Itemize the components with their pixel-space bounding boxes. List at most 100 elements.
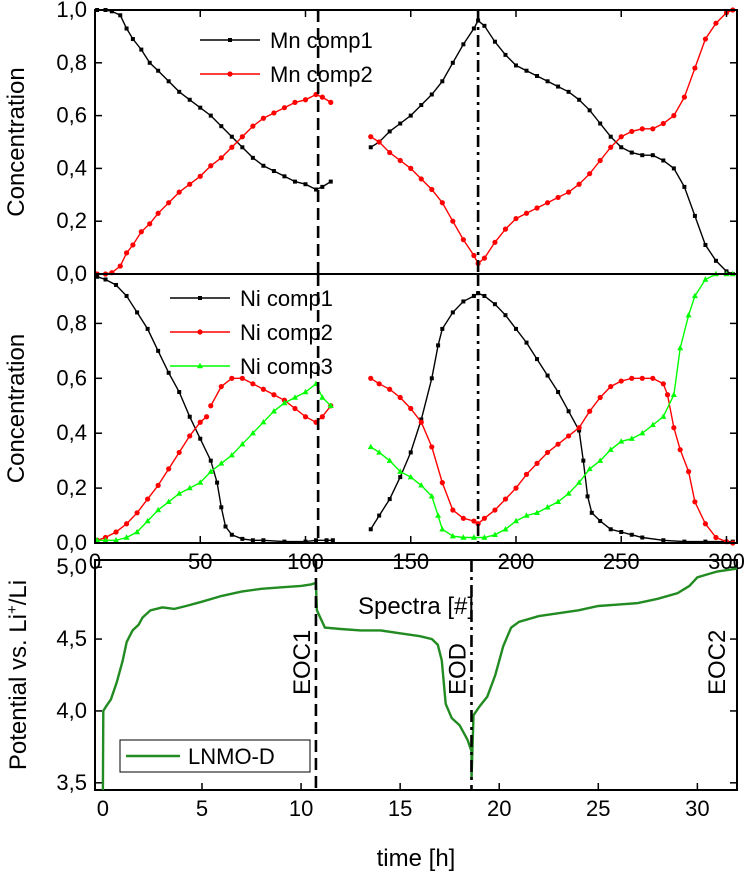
data-point xyxy=(319,94,325,100)
spectra-frame xyxy=(94,9,738,544)
data-point xyxy=(145,496,151,502)
data-point xyxy=(576,181,582,187)
data-point xyxy=(328,179,333,184)
data-point xyxy=(186,484,193,491)
data-point xyxy=(166,200,172,206)
data-point xyxy=(155,210,161,216)
data-point xyxy=(328,99,334,105)
series-line xyxy=(96,276,333,543)
data-point xyxy=(587,171,593,177)
data-point xyxy=(319,394,326,400)
data-point xyxy=(470,534,477,540)
y-tick-label: 3,5 xyxy=(56,770,87,795)
data-point xyxy=(219,124,224,129)
data-point xyxy=(619,145,624,150)
data-point xyxy=(123,534,130,540)
data-point xyxy=(271,110,277,116)
data-point xyxy=(461,42,466,47)
y-axis-label: Potential vs. Li+/Li xyxy=(4,580,32,770)
data-point xyxy=(282,174,287,179)
data-point xyxy=(260,115,266,121)
series-mn-comp2 xyxy=(94,7,736,277)
data-point xyxy=(436,343,441,348)
data-point xyxy=(702,276,709,282)
data-point xyxy=(291,394,298,400)
data-point xyxy=(492,302,497,307)
data-point xyxy=(327,402,334,408)
data-point xyxy=(577,97,582,102)
series-ni-comp1 xyxy=(95,274,735,544)
data-point xyxy=(165,498,172,505)
data-point xyxy=(545,373,550,378)
x-tick-label: 5 xyxy=(196,796,208,821)
data-point xyxy=(208,403,214,409)
x-tick-label: 30 xyxy=(685,796,709,821)
data-point xyxy=(387,149,393,156)
data-point xyxy=(597,394,603,401)
data-point xyxy=(203,414,210,420)
data-point xyxy=(502,226,509,232)
x-tick-label: 200 xyxy=(498,549,535,574)
y-tick-label: 0,8 xyxy=(56,310,87,335)
data-point xyxy=(482,293,487,298)
data-point xyxy=(302,414,309,420)
data-point xyxy=(261,163,266,168)
data-point xyxy=(429,186,435,193)
data-point xyxy=(449,532,456,539)
data-point xyxy=(660,381,666,387)
data-point xyxy=(187,433,193,439)
data-point xyxy=(176,490,183,496)
data-point xyxy=(207,468,214,474)
data-point xyxy=(302,97,309,103)
data-point xyxy=(177,390,182,395)
data-point xyxy=(144,517,151,524)
data-point xyxy=(281,399,288,406)
data-point xyxy=(685,469,692,475)
data-point xyxy=(450,507,456,513)
data-point xyxy=(681,94,687,100)
data-point xyxy=(671,113,677,119)
data-point xyxy=(492,239,498,245)
series-line xyxy=(210,377,332,424)
data-point xyxy=(166,370,171,375)
data-point xyxy=(270,408,277,414)
data-point xyxy=(482,23,487,28)
data-point xyxy=(229,532,234,537)
data-point xyxy=(187,181,193,187)
data-point xyxy=(250,123,256,129)
data-point xyxy=(481,534,488,540)
data-point xyxy=(398,121,403,126)
data-point xyxy=(387,129,392,134)
data-point xyxy=(260,386,266,392)
data-point xyxy=(544,200,551,206)
data-point xyxy=(713,20,719,26)
data-point xyxy=(197,173,203,179)
y-tick-label: 0,4 xyxy=(56,155,87,180)
data-point xyxy=(208,113,213,118)
data-point xyxy=(130,242,136,248)
data-point xyxy=(576,425,582,431)
data-point xyxy=(640,153,645,158)
data-point xyxy=(134,510,140,516)
data-point xyxy=(418,419,424,425)
data-point xyxy=(545,79,550,84)
data-point xyxy=(628,435,635,441)
data-point xyxy=(228,451,235,458)
data-point xyxy=(314,187,319,192)
data-point xyxy=(398,475,403,480)
data-point xyxy=(491,531,498,537)
data-point xyxy=(598,121,603,126)
data-point xyxy=(376,139,382,145)
data-point xyxy=(618,134,624,140)
data-point xyxy=(440,79,445,84)
data-point xyxy=(682,539,687,544)
y-tick-label: 5,0 xyxy=(56,554,87,579)
data-point xyxy=(198,105,203,110)
data-point xyxy=(176,449,182,456)
y-tick-label: 4,0 xyxy=(56,698,87,723)
data-point xyxy=(639,375,645,381)
data-point xyxy=(577,428,582,433)
bottom-panel: 3,5 4,0 4,5 5,0 0 5 10 15 20 25 30 EOC1 EOD EOC2 LNMO-… xyxy=(4,554,738,872)
data-point xyxy=(702,36,709,42)
data-point xyxy=(713,534,719,541)
